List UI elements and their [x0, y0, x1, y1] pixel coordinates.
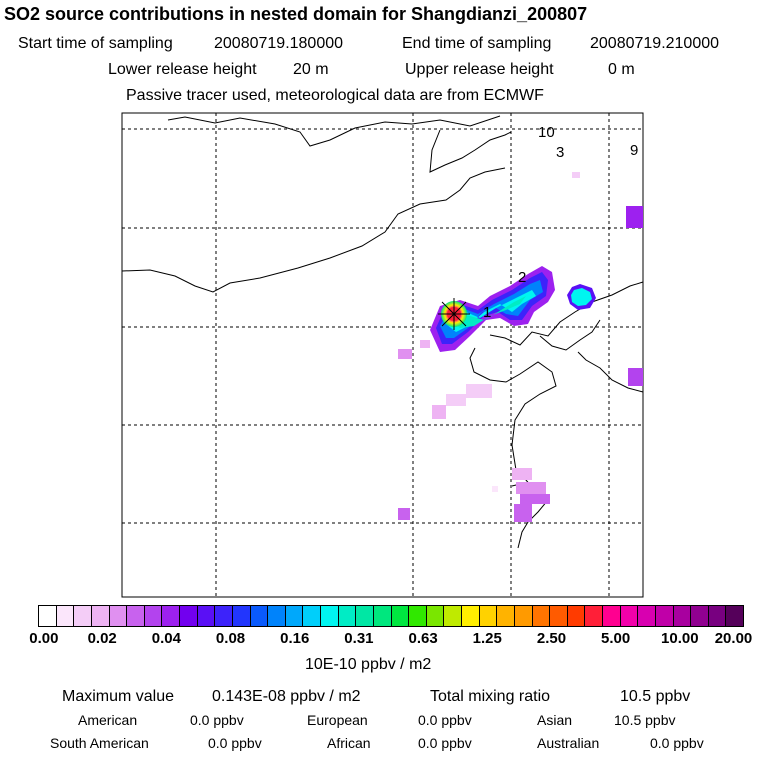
color-scale-segment: [356, 606, 374, 626]
region-south-american-value: 0.0 ppbv: [208, 735, 262, 751]
upper-release-value: 0 m: [608, 61, 635, 78]
region-number-3: 3: [556, 144, 564, 161]
color-scale-segment: [585, 606, 603, 626]
end-time-label: End time of sampling: [402, 35, 552, 52]
map-coastlines: [121, 115, 644, 549]
chart-title: SO2 source contributions in nested domai…: [4, 4, 588, 24]
color-scale-segment: [514, 606, 533, 626]
end-time-value: 20080719.210000: [590, 35, 720, 52]
max-value: 0.143E-08 ppbv / m2: [212, 688, 361, 705]
color-scale-segment: [109, 606, 128, 626]
max-value-label: Maximum value: [62, 688, 175, 705]
color-scale-segment: [215, 606, 233, 626]
color-scale-segment: [655, 606, 674, 626]
start-time-label: Start time of sampling: [18, 35, 173, 52]
region-number-1: 1: [483, 304, 491, 321]
color-scale-segment: [444, 606, 462, 626]
total-mixing-value: 10.5 ppbv: [620, 688, 691, 705]
region-asian-value: 10.5 ppbv: [614, 712, 676, 728]
color-scale-segment: [691, 606, 709, 626]
color-scale-segment: [726, 606, 743, 626]
region-european-value: 0.0 ppbv: [418, 712, 472, 728]
color-scale-tick-label: 1.25: [472, 630, 502, 647]
color-scale-tick-label: 0.16: [280, 630, 310, 647]
color-scale-segment: [620, 606, 639, 626]
color-scale-segment: [673, 606, 692, 626]
region-american-label: American: [78, 712, 138, 728]
map-panel: 1 2 3 9 10: [121, 112, 644, 598]
color-scale-segment: [303, 606, 321, 626]
region-australian-label: Australian: [537, 735, 600, 751]
region-australian-value: 0.0 ppbv: [650, 735, 704, 751]
map-frame: [121, 112, 644, 598]
start-time-value: 20080719.180000: [214, 35, 344, 52]
color-scale-tick-label: 20.00: [714, 630, 753, 647]
color-scale-tick-label: 0.00: [29, 630, 59, 647]
region-number-10: 10: [538, 124, 555, 141]
color-scale-segment: [162, 606, 180, 626]
color-scale-segment: [638, 606, 656, 626]
color-scale-segment: [567, 606, 586, 626]
color-scale-segment: [197, 606, 216, 626]
color-scale-segment: [180, 606, 198, 626]
upper-release-label: Upper release height: [405, 61, 554, 78]
region-african-label: African: [327, 735, 371, 751]
map-gridlines: [122, 113, 643, 597]
lower-release-label: Lower release height: [108, 61, 257, 78]
color-scale-segment: [532, 606, 551, 626]
region-european-label: European: [307, 712, 368, 728]
color-scale-tick-label: 5.00: [601, 630, 631, 647]
color-scale-segment: [426, 606, 445, 626]
color-scale-tick-label: 0.04: [151, 630, 181, 647]
station-marker: [438, 298, 470, 330]
color-scale-segment: [250, 606, 269, 626]
lower-release-value: 20 m: [293, 61, 329, 78]
color-scale-segment: [127, 606, 145, 626]
color-scale-segment: [268, 606, 286, 626]
region-number-2: 2: [518, 269, 526, 286]
color-scale-tick-label: 0.02: [87, 630, 117, 647]
color-scale-segment: [232, 606, 251, 626]
color-scale-tick-label: 2.50: [536, 630, 567, 647]
color-scale-segment: [708, 606, 727, 626]
tracer-note: Passive tracer used, meteorological data…: [126, 87, 544, 104]
color-scale-segment: [56, 606, 75, 626]
color-scale-segment: [74, 606, 92, 626]
color-scale-segment: [409, 606, 427, 626]
color-scale-segment: [462, 606, 480, 626]
color-scale-segment: [373, 606, 392, 626]
color-scale-segment: [321, 606, 339, 626]
color-scale-tick-label: 0.63: [408, 630, 438, 647]
color-scale-segment: [91, 606, 110, 626]
region-number-9: 9: [630, 142, 638, 159]
color-scale-segment: [285, 606, 304, 626]
color-scale-segment: [338, 606, 357, 626]
region-american-value: 0.0 ppbv: [190, 712, 244, 728]
color-scale-segment: [39, 606, 57, 626]
color-scale-segment: [603, 606, 621, 626]
color-scale-tick-label: 0.08: [215, 630, 246, 647]
region-asian-label: Asian: [537, 712, 573, 728]
region-south-american-label: South American: [50, 735, 149, 751]
color-scale-segment: [479, 606, 498, 626]
color-scale-segment: [144, 606, 163, 626]
color-scale-unit: 10E-10 ppbv / m2: [305, 656, 432, 673]
color-scale-tick-label: 0.31: [344, 630, 374, 647]
region-african-value: 0.0 ppbv: [418, 735, 472, 751]
color-scale-segment: [497, 606, 515, 626]
color-scale-tick-label: 10.00: [661, 630, 699, 647]
color-scale-segment: [550, 606, 568, 626]
color-scale-segment: [391, 606, 410, 626]
color-scale-bar: [38, 605, 744, 627]
total-mixing-label: Total mixing ratio: [430, 688, 551, 705]
